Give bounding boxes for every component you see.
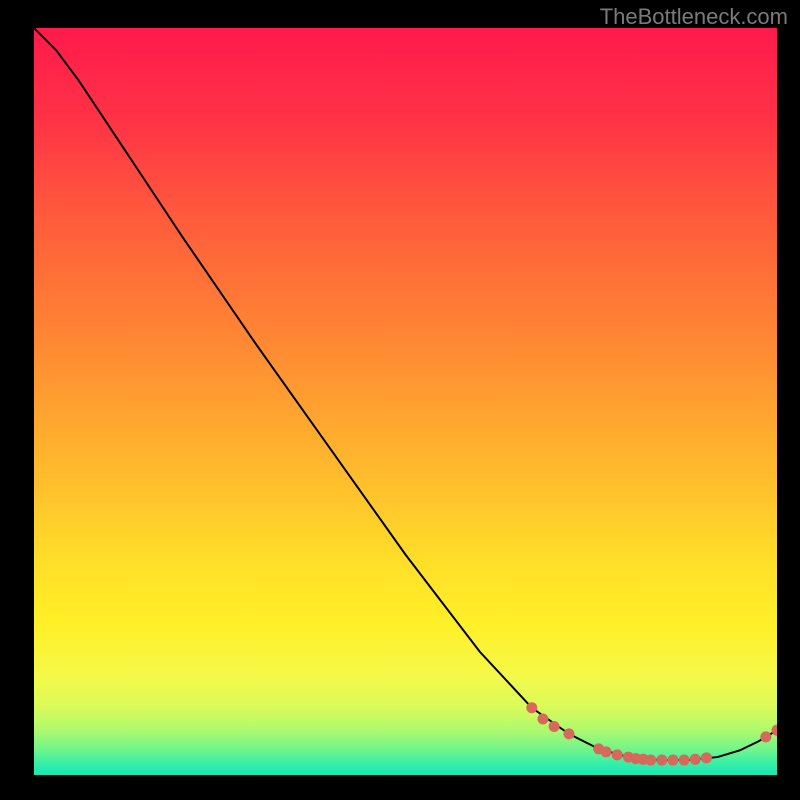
watermark-text: TheBottleneck.com bbox=[600, 4, 788, 30]
data-marker bbox=[760, 731, 771, 742]
data-marker bbox=[667, 755, 678, 766]
chart-canvas: TheBottleneck.com bbox=[0, 0, 800, 800]
gradient-rect bbox=[34, 28, 777, 775]
data-marker bbox=[612, 749, 623, 760]
data-marker bbox=[645, 755, 656, 766]
data-marker bbox=[526, 702, 537, 713]
data-marker bbox=[549, 721, 560, 732]
chart-svg bbox=[34, 28, 777, 775]
data-marker bbox=[656, 755, 667, 766]
data-marker bbox=[701, 752, 712, 763]
data-marker bbox=[563, 728, 574, 739]
data-marker bbox=[690, 754, 701, 765]
data-marker bbox=[679, 755, 690, 766]
data-marker bbox=[601, 746, 612, 757]
data-marker bbox=[537, 713, 548, 724]
plot-area bbox=[34, 28, 777, 775]
